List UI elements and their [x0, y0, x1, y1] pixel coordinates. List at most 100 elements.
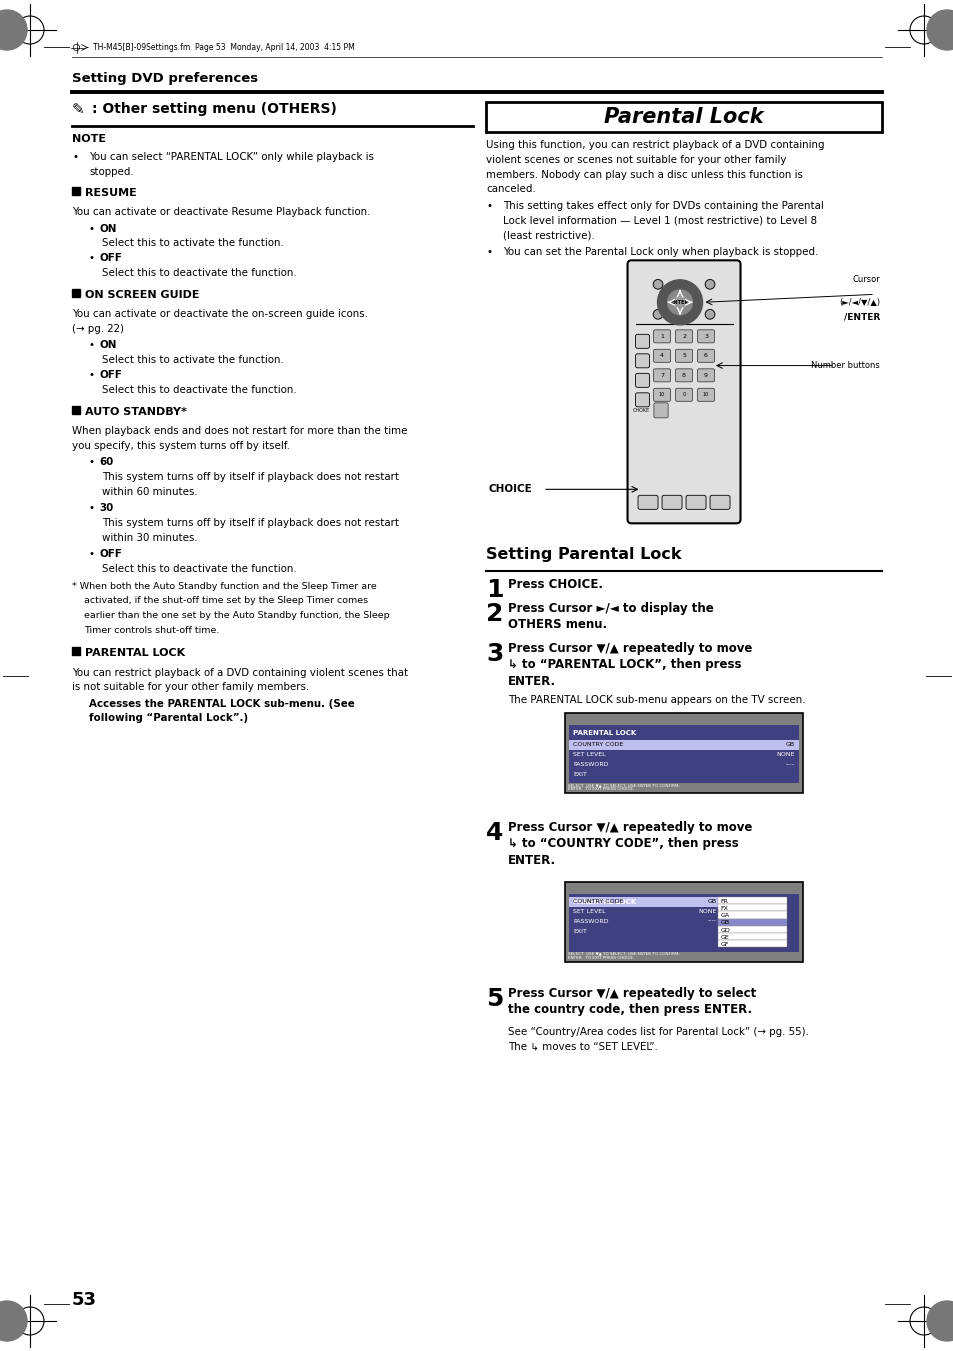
Text: You can activate or deactivate Resume Playback function.: You can activate or deactivate Resume Pl…: [71, 207, 370, 218]
Bar: [569, 907, 718, 917]
Text: PASSWORD: PASSWORD: [573, 762, 608, 767]
Bar: [718, 904, 786, 912]
Text: ENTER: ENTER: [670, 300, 688, 305]
Text: Select this to deactivate the function.: Select this to deactivate the function.: [102, 267, 296, 278]
Text: NONE: NONE: [698, 909, 716, 913]
Text: You can activate or deactivate the on-screen guide icons.: You can activate or deactivate the on-sc…: [71, 309, 368, 319]
Bar: [569, 927, 718, 936]
Text: GD: GD: [720, 928, 729, 932]
Circle shape: [673, 296, 686, 309]
FancyBboxPatch shape: [635, 373, 649, 388]
Text: Lock level information — Level 1 (most restrictive) to Level 8: Lock level information — Level 1 (most r…: [502, 215, 816, 226]
Text: •: •: [89, 223, 95, 234]
FancyBboxPatch shape: [675, 388, 692, 401]
Text: This system turns off by itself if playback does not restart: This system turns off by itself if playb…: [102, 473, 398, 482]
Text: EXIT: EXIT: [573, 771, 586, 777]
FancyBboxPatch shape: [697, 350, 714, 362]
Text: 7: 7: [659, 373, 663, 378]
Text: within 60 minutes.: within 60 minutes.: [102, 486, 197, 497]
Text: ↳ to “PARENTAL LOCK”, then press: ↳ to “PARENTAL LOCK”, then press: [508, 658, 740, 671]
Text: activated, if the shut-off time set by the Sleep Timer comes: activated, if the shut-off time set by t…: [84, 597, 368, 605]
Text: FX: FX: [720, 907, 727, 911]
Text: ENTER.: ENTER.: [508, 674, 556, 688]
Text: Press Cursor ▼/▲ repeatedly to select: Press Cursor ▼/▲ repeatedly to select: [508, 986, 756, 1000]
Text: (least restrictive).: (least restrictive).: [502, 230, 594, 240]
Text: the country code, then press ENTER.: the country code, then press ENTER.: [508, 1002, 751, 1016]
Text: 4: 4: [485, 821, 503, 846]
Text: ENTER.: ENTER.: [508, 854, 556, 866]
Text: GF: GF: [720, 942, 728, 947]
Bar: [718, 934, 786, 940]
Text: * When both the Auto Standby function and the Sleep Timer are: * When both the Auto Standby function an…: [71, 582, 376, 590]
Text: stopped.: stopped.: [89, 168, 133, 177]
Text: 3: 3: [485, 642, 503, 666]
Text: See “Country/Area codes list for Parental Lock” (→ pg. 55).: See “Country/Area codes list for Parenta…: [508, 1027, 808, 1036]
Bar: [569, 750, 798, 761]
FancyBboxPatch shape: [697, 388, 714, 401]
Text: ✎: ✎: [71, 101, 85, 118]
Circle shape: [653, 280, 662, 289]
Text: 10: 10: [702, 392, 708, 397]
Text: CHOKE: CHOKE: [632, 408, 649, 413]
Bar: [569, 770, 798, 780]
Text: •: •: [71, 153, 78, 162]
Bar: [485, 101, 882, 132]
Text: (►/◄/▼/▲): (►/◄/▼/▲): [838, 299, 879, 307]
Text: Press CHOICE.: Press CHOICE.: [508, 578, 602, 592]
Text: 1: 1: [659, 334, 663, 339]
Text: RESUME: RESUME: [85, 188, 136, 199]
Text: 3: 3: [703, 334, 707, 339]
FancyBboxPatch shape: [697, 369, 714, 382]
FancyBboxPatch shape: [635, 393, 649, 407]
Text: OFF: OFF: [99, 253, 122, 263]
Text: 6: 6: [703, 354, 707, 358]
Text: /ENTER: /ENTER: [842, 312, 879, 322]
Text: AUTO STANDBY*: AUTO STANDBY*: [85, 407, 187, 417]
Circle shape: [653, 309, 662, 319]
Text: This setting takes effect only for DVDs containing the Parental: This setting takes effect only for DVDs …: [502, 201, 823, 211]
Bar: [718, 925, 786, 934]
FancyBboxPatch shape: [653, 403, 667, 417]
Text: violent scenes or scenes not suitable for your other family: violent scenes or scenes not suitable fo…: [485, 155, 785, 165]
Text: 60: 60: [99, 458, 113, 467]
FancyBboxPatch shape: [675, 330, 692, 343]
Text: OFF: OFF: [99, 549, 122, 559]
Text: (→ pg. 22): (→ pg. 22): [71, 324, 124, 334]
Text: GE: GE: [720, 935, 728, 940]
Text: You can select “PARENTAL LOCK” only while playback is: You can select “PARENTAL LOCK” only whil…: [89, 153, 374, 162]
Text: COUNTRY CODE: COUNTRY CODE: [573, 898, 623, 904]
Text: FR: FR: [720, 898, 727, 904]
FancyBboxPatch shape: [635, 334, 649, 349]
Text: 53: 53: [71, 1292, 97, 1309]
FancyBboxPatch shape: [653, 369, 670, 382]
Text: ----: ----: [707, 919, 716, 924]
Text: 4: 4: [659, 354, 663, 358]
Text: PARENTAL LOCK: PARENTAL LOCK: [573, 898, 636, 905]
Text: This system turns off by itself if playback does not restart: This system turns off by itself if playb…: [102, 517, 398, 528]
Circle shape: [704, 280, 714, 289]
Text: ON SCREEN GUIDE: ON SCREEN GUIDE: [85, 290, 199, 300]
FancyBboxPatch shape: [661, 496, 681, 509]
Text: The PARENTAL LOCK sub-menu appears on the TV screen.: The PARENTAL LOCK sub-menu appears on th…: [508, 696, 804, 705]
Text: : Other setting menu (OTHERS): : Other setting menu (OTHERS): [91, 101, 336, 116]
Text: EXIT: EXIT: [573, 928, 586, 934]
FancyBboxPatch shape: [675, 369, 692, 382]
Text: Press Cursor ▼/▲ repeatedly to move: Press Cursor ▼/▲ repeatedly to move: [508, 821, 752, 834]
Text: PARENTAL LOCK: PARENTAL LOCK: [573, 730, 636, 736]
FancyBboxPatch shape: [675, 350, 692, 362]
Text: Setting Parental Lock: Setting Parental Lock: [485, 547, 680, 562]
Text: Number buttons: Number buttons: [810, 361, 879, 370]
Circle shape: [657, 280, 701, 324]
Text: NONE: NONE: [776, 753, 794, 757]
Text: PARENTAL LOCK: PARENTAL LOCK: [85, 648, 185, 658]
Text: Accesses the PARENTAL LOCK sub-menu. (See: Accesses the PARENTAL LOCK sub-menu. (Se…: [89, 698, 355, 709]
Circle shape: [667, 290, 692, 315]
FancyBboxPatch shape: [638, 496, 658, 509]
Text: 1: 1: [485, 578, 503, 603]
Text: earlier than the one set by the Auto Standby function, the Sleep: earlier than the one set by the Auto Sta…: [84, 611, 389, 620]
Text: SELECT  USE ▼▲ TO SELECT, USE ENTER TO CONFIRM,: SELECT USE ▼▲ TO SELECT, USE ENTER TO CO…: [568, 951, 679, 955]
Text: •: •: [89, 253, 95, 263]
Text: you specify, this system turns off by itself.: you specify, this system turns off by it…: [71, 440, 290, 451]
Text: Parental Lock: Parental Lock: [603, 107, 763, 127]
FancyBboxPatch shape: [653, 388, 670, 401]
